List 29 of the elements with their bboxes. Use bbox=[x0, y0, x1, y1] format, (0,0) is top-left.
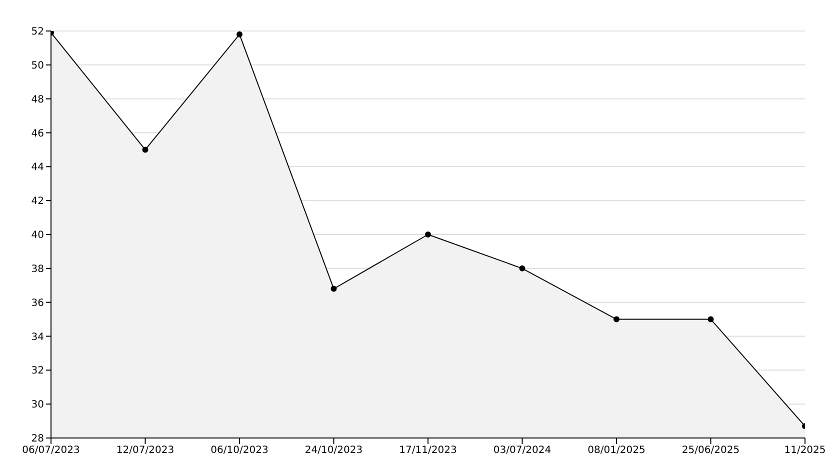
point bbox=[236, 31, 242, 38]
y-tick-label: 32 bbox=[31, 366, 44, 377]
y-tick-label: 40 bbox=[31, 230, 44, 242]
point bbox=[614, 316, 620, 322]
y-tick-label: 42 bbox=[31, 196, 44, 208]
y-tick-label: 52 bbox=[31, 26, 44, 38]
y-tick-label: 28 bbox=[31, 434, 44, 445]
y-tick-label: 48 bbox=[31, 94, 44, 106]
x-tick-label: 17/11/2023 bbox=[399, 445, 457, 456]
x-tick-label: 25/06/2025 bbox=[682, 445, 740, 456]
x-tick-label: 12/07/2023 bbox=[116, 445, 174, 456]
y-tick-label: 38 bbox=[31, 264, 44, 275]
x-tick-label: 08/01/2025 bbox=[588, 445, 646, 456]
point bbox=[519, 265, 526, 272]
point bbox=[330, 286, 337, 292]
y-tick-label: 30 bbox=[31, 400, 44, 411]
point bbox=[142, 146, 148, 153]
point bbox=[425, 232, 431, 238]
y-tick-label: 50 bbox=[31, 60, 44, 72]
y-tick-label: 46 bbox=[31, 128, 44, 140]
point bbox=[708, 316, 714, 322]
x-tick-label: 03/07/2024 bbox=[493, 445, 552, 456]
x-tick-label: 24/10/2023 bbox=[304, 445, 363, 456]
x-tick-label: 06/10/2023 bbox=[210, 445, 268, 456]
y-tick-label: 34 bbox=[31, 332, 44, 343]
y-tick-label: 36 bbox=[31, 298, 44, 309]
x-tick-label: 11/2025 bbox=[784, 445, 826, 456]
y-tick-label: 44 bbox=[31, 162, 44, 174]
x-tick-label: 06/07/2023 bbox=[22, 445, 80, 456]
